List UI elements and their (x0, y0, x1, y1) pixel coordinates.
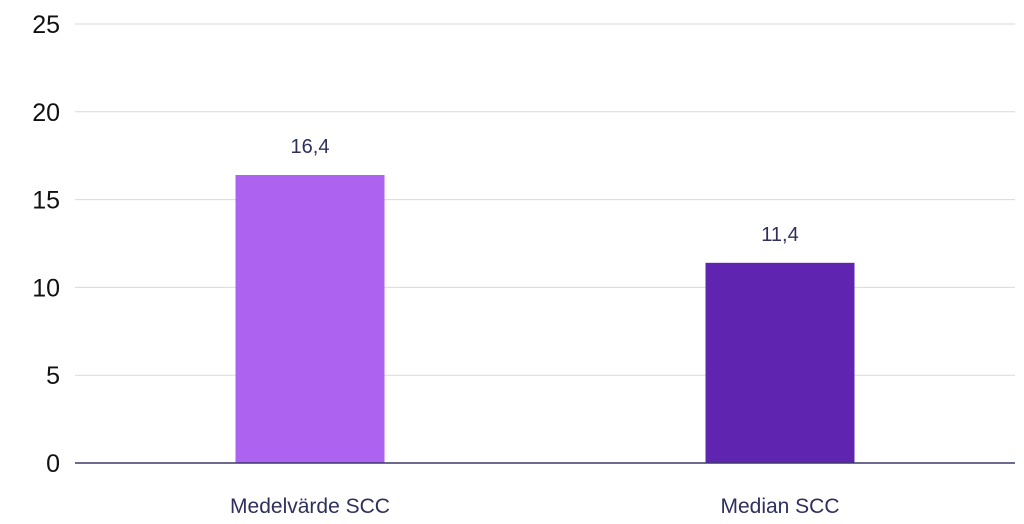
x-category-label: Median SCC (720, 495, 839, 518)
y-tick-label: 10 (32, 274, 60, 302)
bar (705, 262, 855, 463)
y-tick-label: 15 (32, 187, 60, 215)
data-label: 11,4 (761, 224, 798, 246)
x-category-label: Medelvärde SCC (230, 495, 390, 518)
y-tick-label: 5 (46, 362, 60, 390)
y-tick-label: 0 (46, 450, 60, 478)
y-tick-label: 20 (32, 99, 60, 127)
bar (235, 175, 385, 464)
data-label: 16,4 (291, 136, 330, 158)
y-tick-label: 25 (32, 11, 60, 39)
